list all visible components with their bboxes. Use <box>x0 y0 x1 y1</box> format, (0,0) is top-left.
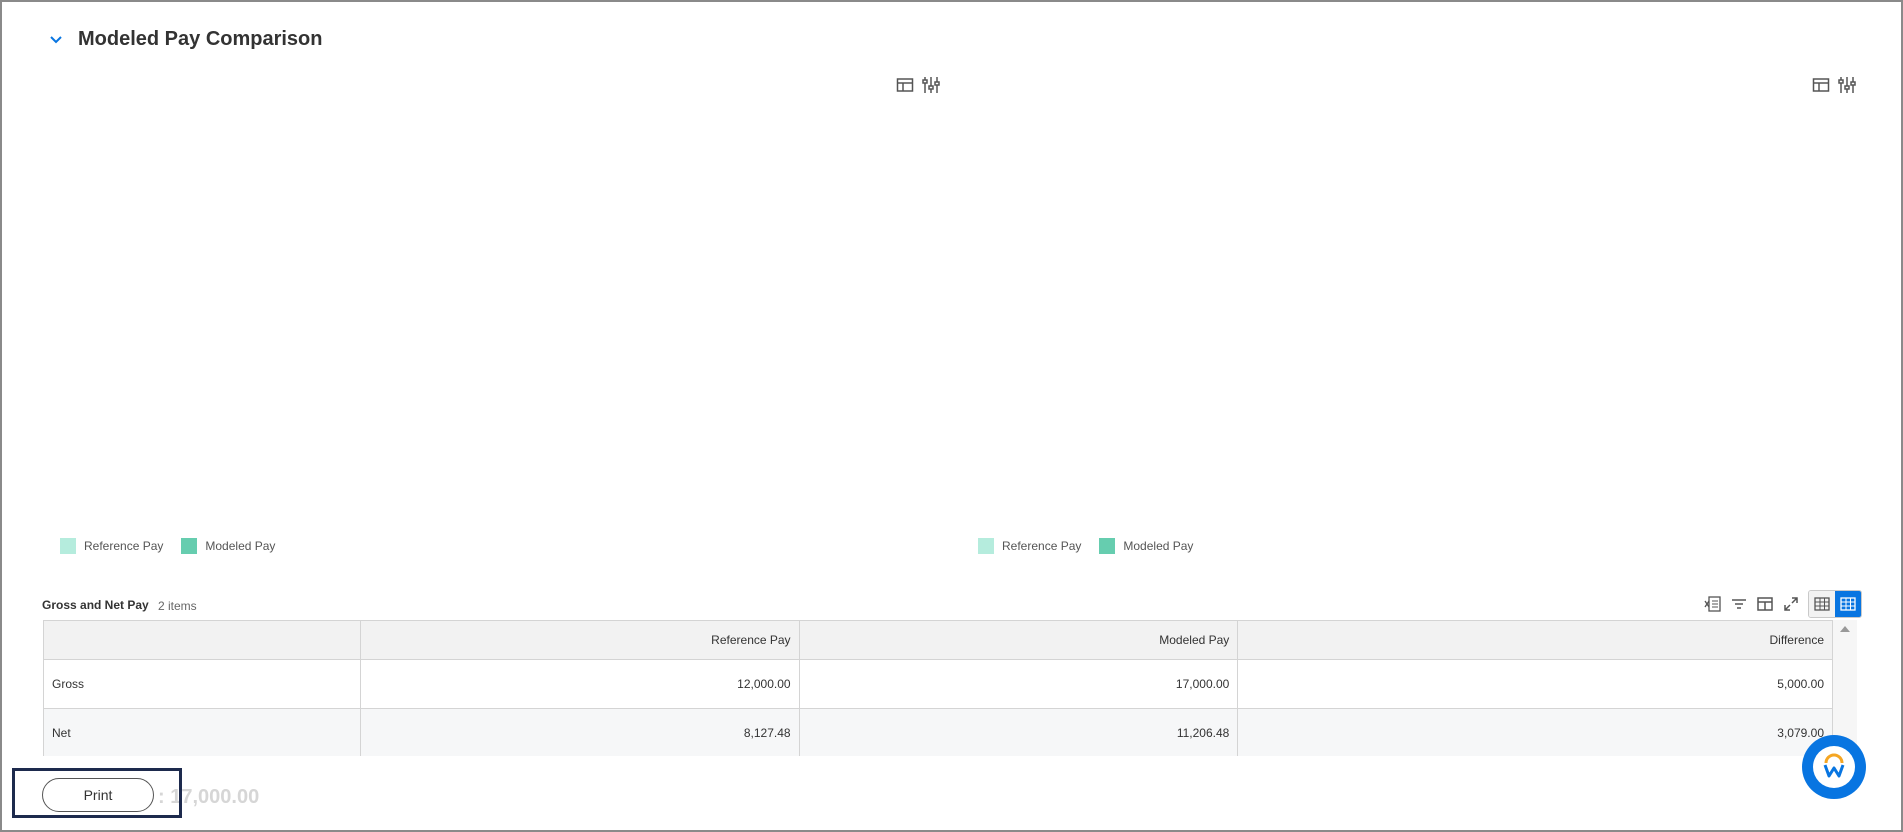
table-row: Gross 12,000.00 17,000.00 5,000.00 <box>43 659 1833 709</box>
legend-swatch <box>181 538 198 554</box>
print-button[interactable]: Print <box>42 778 154 812</box>
chart-plot <box>44 76 946 516</box>
legend-swatch <box>60 538 76 554</box>
excel-export-icon[interactable] <box>1704 595 1722 613</box>
section-header: Modeled Pay Comparison <box>48 28 323 51</box>
chevron-down-icon[interactable] <box>48 32 64 48</box>
expand-icon[interactable] <box>1782 595 1800 613</box>
column-header-reference[interactable]: Reference Pay <box>359 620 800 660</box>
chart-toolbar: 02,0004,0006,0008,00010,00012,00014,0001… <box>896 76 940 94</box>
grid-header: Gross and Net Pay 2 items <box>42 590 1862 618</box>
assistant-logo <box>1813 746 1855 788</box>
legend-item-reference[interactable]: Reference Pay <box>60 538 163 554</box>
legend-item-modeled[interactable]: Modeled Pay <box>1099 538 1193 554</box>
legend-label: Reference Pay <box>1002 539 1082 553</box>
table-row: Net 8,127.48 11,206.48 3,079.00 <box>43 708 1833 758</box>
cell-difference: 3,079.00 <box>1237 708 1833 758</box>
chart-settings-icon[interactable] <box>922 76 940 94</box>
grid-header-row: Reference Pay Modeled Pay Difference <box>43 620 1833 660</box>
chart-plot <box>962 76 1864 516</box>
column-header-modeled[interactable]: Modeled Pay <box>798 620 1239 660</box>
table-toggle-icon[interactable] <box>1809 591 1835 617</box>
view-toggle <box>1808 590 1862 618</box>
chart-settings-icon[interactable] <box>1838 76 1856 94</box>
cell-difference: 5,000.00 <box>1237 659 1833 709</box>
footer-bar <box>2 756 1899 830</box>
legend-item-reference[interactable]: Reference Pay <box>978 538 1081 554</box>
grid-item-count: 2 items <box>158 599 197 613</box>
chart-legend: Reference Pay Modeled Pay <box>60 538 275 554</box>
legend-label: Modeled Pay <box>1123 539 1194 553</box>
column-header[interactable] <box>43 620 361 660</box>
legend-swatch <box>1099 538 1116 554</box>
legend-label: Modeled Pay <box>205 539 276 553</box>
chart-toolbar: 05001,0001,5002,0002,5003,0003,5004,0004… <box>1812 76 1856 94</box>
grid-toolbar <box>1704 590 1862 618</box>
scroll-up-arrow-icon[interactable] <box>1840 626 1850 632</box>
ghost-total-text: : 17,000.00 <box>158 786 260 808</box>
columns-icon[interactable] <box>1756 595 1774 613</box>
grid-view-icon[interactable] <box>1835 591 1861 617</box>
cell-modeled: 17,000.00 <box>798 659 1239 709</box>
grid-title: Gross and Net Pay <box>42 598 149 612</box>
legend-item-modeled[interactable]: Modeled Pay <box>181 538 275 554</box>
cell-reference: 12,000.00 <box>359 659 800 709</box>
row-label: Gross <box>43 659 361 709</box>
column-header-difference[interactable]: Difference <box>1237 620 1833 660</box>
earnings-netpay-chart: 02,0004,0006,0008,00010,00012,00014,0001… <box>44 76 946 566</box>
taxes-deductions-chart: 05001,0001,5002,0002,5003,0003,5004,0004… <box>962 76 1864 566</box>
legend-label: Reference Pay <box>84 539 164 553</box>
table-view-icon[interactable]: 05001,0001,5002,0002,5003,0003,5004,0004… <box>1812 76 1830 94</box>
chart-legend: Reference Pay Modeled Pay <box>978 538 1193 554</box>
row-label: Net <box>43 708 361 758</box>
workday-assistant-icon[interactable] <box>1802 735 1866 799</box>
cell-modeled: 11,206.48 <box>798 708 1239 758</box>
filter-icon[interactable] <box>1730 595 1748 613</box>
grid-scrollbar[interactable] <box>1833 620 1857 756</box>
section-title: Modeled Pay Comparison <box>78 28 323 50</box>
print-focus-outline <box>12 768 182 818</box>
legend-swatch <box>978 538 994 554</box>
pay-grid: Reference Pay Modeled Pay Difference Gro… <box>43 620 1833 758</box>
table-view-icon[interactable]: 02,0004,0006,0008,00010,00012,00014,0001… <box>896 76 914 94</box>
cell-reference: 8,127.48 <box>359 708 800 758</box>
